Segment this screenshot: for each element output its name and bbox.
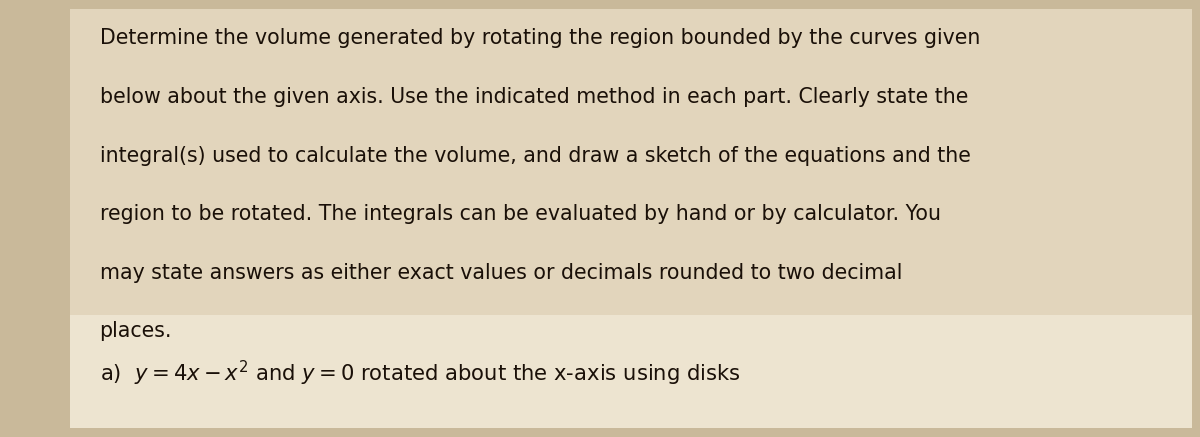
Text: may state answers as either exact values or decimals rounded to two decimal: may state answers as either exact values… bbox=[100, 263, 902, 283]
Text: places.: places. bbox=[100, 321, 172, 341]
Text: region to be rotated. The integrals can be evaluated by hand or by calculator. Y: region to be rotated. The integrals can … bbox=[100, 204, 941, 224]
FancyBboxPatch shape bbox=[70, 9, 1192, 428]
FancyBboxPatch shape bbox=[70, 315, 1192, 428]
Text: integral(s) used to calculate the volume, and draw a sketch of the equations and: integral(s) used to calculate the volume… bbox=[100, 146, 971, 166]
Text: a)  $y = 4x - x^2$ and $y = 0$ rotated about the x-axis using disks: a) $y = 4x - x^2$ and $y = 0$ rotated ab… bbox=[100, 358, 740, 388]
Text: Determine the volume generated by rotating the region bounded by the curves give: Determine the volume generated by rotati… bbox=[100, 28, 980, 49]
Text: below about the given axis. Use the indicated method in each part. Clearly state: below about the given axis. Use the indi… bbox=[100, 87, 968, 107]
